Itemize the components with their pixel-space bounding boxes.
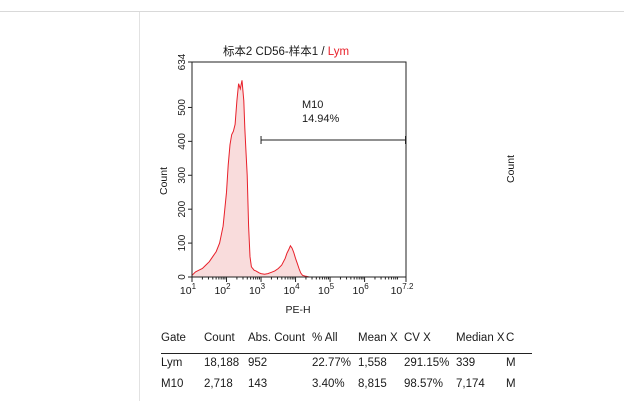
x-tick-label: 107.2 [391, 282, 414, 297]
table-row: Lym 18,188 952 22.77% 1,558 291.15% 339 … [161, 349, 523, 370]
chart-title-gate: Lym [328, 46, 349, 58]
cell-median-x: 339 [456, 357, 476, 369]
x-tick-label: 102 [214, 282, 231, 297]
statistics-table-clip: Gate Count Abs. Count % All Mean X CV X … [161, 331, 523, 401]
y-axis-ticks: 0 100 200 300 400 500 634 [177, 53, 192, 280]
header-count: Count [204, 332, 235, 344]
y-tick-label: 200 [177, 200, 188, 217]
y-tick-label: 634 [177, 53, 188, 70]
report-page [140, 12, 624, 401]
cell-mean-x: 1,558 [358, 357, 387, 369]
header-gate: Gate [161, 332, 186, 344]
x-axis-label: PE-H [285, 304, 310, 316]
histogram-fill [192, 80, 406, 277]
header-truncated: C [506, 332, 515, 344]
marker-name: M10 [302, 99, 323, 111]
header-median-x: Median X [456, 332, 505, 344]
marker-m10[interactable]: M10 14.94% [260, 99, 406, 144]
cell-gate: M10 [161, 378, 184, 390]
marker-percent: 14.94% [302, 113, 340, 125]
x-tick-label: 103 [249, 282, 266, 297]
cell-pct-all: 22.77% [312, 357, 352, 369]
header-mean-x: Mean X [358, 332, 398, 344]
table-header-rule [161, 353, 532, 354]
cell-cv-x: 98.57% [404, 378, 444, 390]
x-tick-label: 104 [283, 282, 300, 297]
y-tick-label: 300 [177, 166, 188, 183]
plot-frame [191, 61, 407, 278]
header-pct-all: % All [312, 332, 338, 344]
x-tick-label: 106 [353, 282, 370, 297]
histogram-line [191, 80, 406, 278]
header-abs-count: Abs. Count [248, 332, 305, 344]
chart-title: 标本2 CD56-样本1 / Lym [223, 44, 349, 58]
chart-title-main: 标本2 CD56-样本1 / [223, 44, 328, 58]
cell-pct-all: 3.40% [312, 378, 345, 390]
cell-abs-count: 143 [248, 378, 268, 390]
cell-mean-x: 8,815 [358, 378, 387, 390]
x-tick-label: 105 [318, 282, 335, 297]
cell-gate: Lym [161, 357, 183, 369]
table-row: M10 2,718 143 3.40% 8,815 98.57% 7,174 M [161, 370, 523, 391]
y-tick-label: 400 [177, 133, 188, 150]
header-cv-x: CV X [404, 332, 431, 344]
cell-truncated: M [506, 378, 516, 390]
right-panel-y-axis-label: Count [505, 155, 517, 183]
statistics-table: Gate Count Abs. Count % All Mean X CV X … [161, 331, 523, 391]
cell-truncated: M [506, 357, 516, 369]
cell-abs-count: 952 [248, 357, 268, 369]
cell-count: 2,718 [204, 378, 233, 390]
y-tick-label: 0 [177, 274, 188, 280]
cell-cv-x: 291.15% [404, 357, 450, 369]
y-tick-label: 100 [177, 234, 188, 251]
cell-median-x: 7,174 [456, 378, 485, 390]
top-divider [0, 11, 624, 12]
x-axis-ticks: 101 102 103 104 105 106 107.2 [180, 277, 414, 297]
table-header-row: Gate Count Abs. Count % All Mean X CV X … [161, 331, 523, 349]
y-tick-label: 500 [177, 99, 188, 116]
y-axis-label: Count [158, 167, 170, 195]
left-divider [139, 12, 140, 401]
x-tick-label: 101 [180, 282, 197, 297]
cell-count: 18,188 [204, 357, 240, 369]
